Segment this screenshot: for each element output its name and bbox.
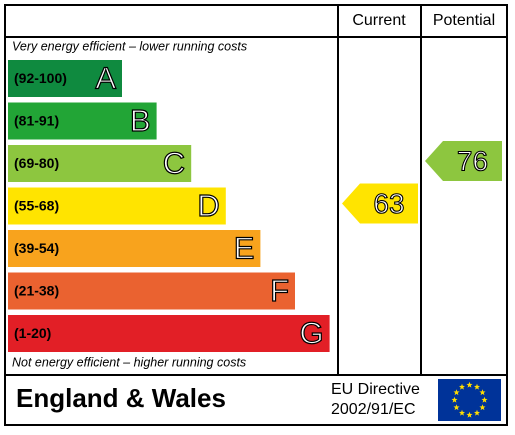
band-letter: B <box>130 103 151 138</box>
band <box>8 315 330 352</box>
top-note: Very energy efficient – lower running co… <box>12 39 247 53</box>
band <box>8 102 157 140</box>
bands: (92-100) A (81-91) B (69-80) C (55-68) D (39-54)… <box>8 60 502 352</box>
stars <box>451 381 488 418</box>
star <box>481 396 488 403</box>
directive: EU Directive <box>331 381 420 398</box>
eu-flag <box>438 379 501 421</box>
band <box>8 230 261 267</box>
star <box>451 396 458 403</box>
star <box>453 404 460 411</box>
band <box>8 187 226 225</box>
star <box>474 409 480 416</box>
band-range: (1-20) <box>14 325 51 341</box>
band-range: (69-80) <box>14 155 59 171</box>
band-letter: F <box>270 273 289 308</box>
potential-label: 76 <box>457 145 488 176</box>
band-letter: A <box>95 61 116 96</box>
star <box>459 409 465 416</box>
band-letter: D <box>197 188 219 223</box>
potential-arrow <box>425 141 502 181</box>
band-range: (21-38) <box>14 283 59 299</box>
bottom-note: Not energy efficient – higher running co… <box>12 355 246 369</box>
current-label: 63 <box>373 188 404 219</box>
band-range: (39-54) <box>14 240 59 256</box>
band <box>8 145 192 182</box>
band-letter: E <box>234 231 255 266</box>
band-letter: G <box>299 316 323 351</box>
directive: 2002/91/EC <box>331 401 416 418</box>
potential-header: Potential <box>433 12 495 29</box>
band <box>8 60 122 97</box>
star <box>453 389 460 396</box>
star <box>466 381 473 388</box>
region: England & Wales <box>16 383 226 413</box>
band-letter: C <box>163 146 185 181</box>
star <box>479 389 486 396</box>
star <box>479 404 486 411</box>
current-header: Current <box>352 12 406 29</box>
band-range: (55-68) <box>14 198 59 214</box>
band <box>8 272 295 310</box>
star <box>459 383 465 390</box>
band-range: (92-100) <box>14 70 67 86</box>
star <box>466 411 473 418</box>
current-arrow <box>342 183 418 224</box>
band-range: (81-91) <box>14 113 59 129</box>
star <box>474 383 480 390</box>
